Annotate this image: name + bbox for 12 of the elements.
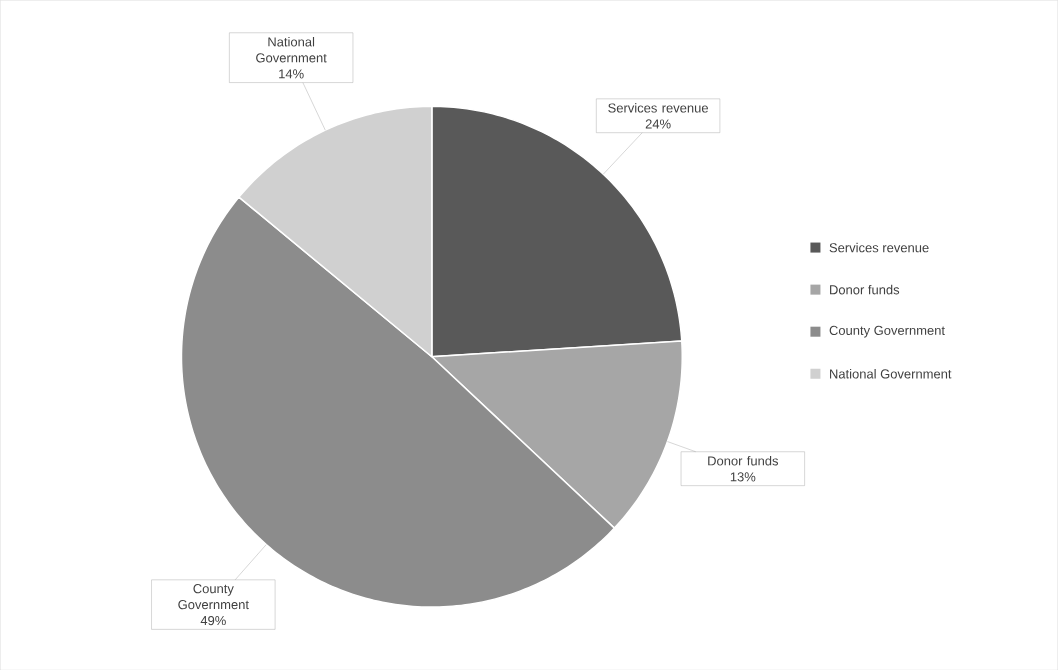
slice-label: National Government — [256, 36, 327, 63]
legend-label: Donor funds — [830, 284, 900, 295]
legend-label: National Government — [830, 368, 952, 379]
legend-label: Services revenue — [829, 242, 929, 253]
data-label: 13% — [730, 472, 756, 482]
data-label: 14% — [279, 69, 304, 79]
data-label: 24% — [645, 119, 671, 129]
slice-label: Services revenue — [608, 102, 708, 113]
data-label: 49% — [200, 615, 226, 625]
slice-label: County Government — [178, 583, 249, 609]
slice-label: Donor funds — [708, 455, 779, 466]
legend-label: County Government — [829, 325, 945, 338]
